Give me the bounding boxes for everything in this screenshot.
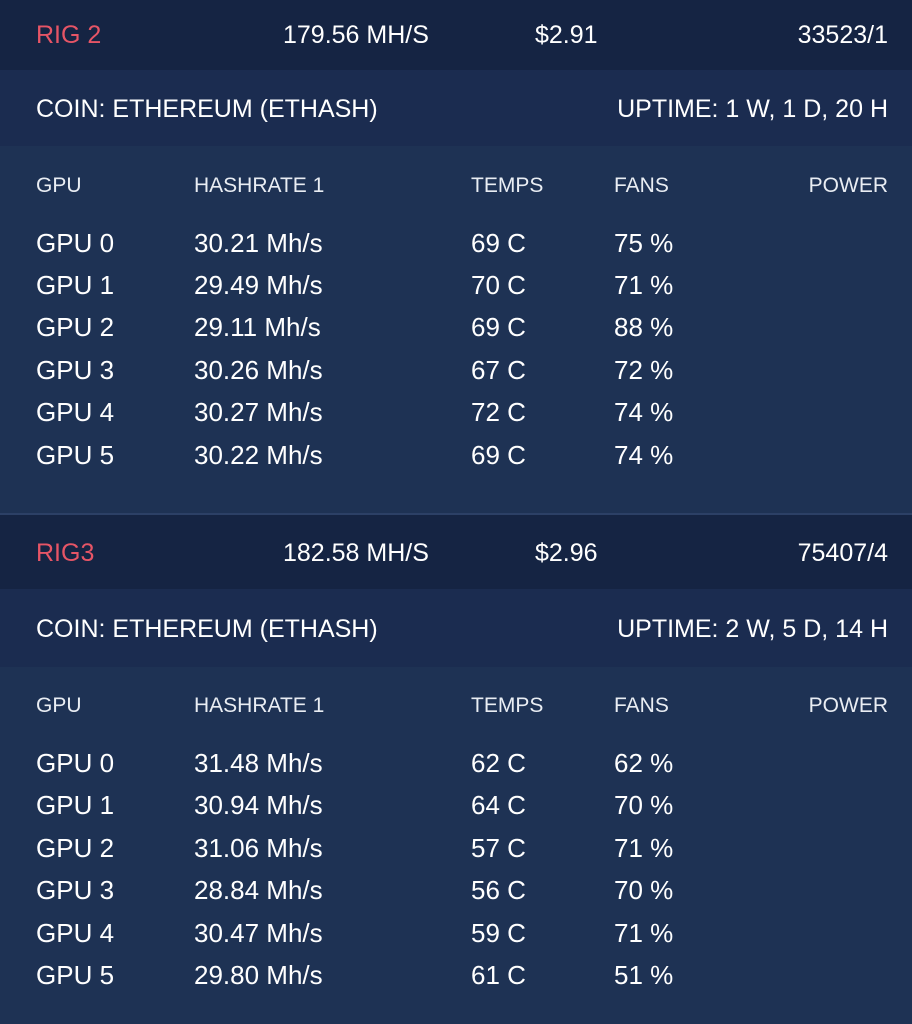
gpu-hashrate: 29.80 Mh/s [194, 960, 323, 990]
gpu-label: GPU 1 [36, 270, 115, 300]
gpu-fan: 51 % [614, 960, 674, 990]
gpu-temp: 70 C [471, 270, 526, 300]
divider [0, 513, 912, 515]
gpu-hashrate: 28.84 Mh/s [194, 875, 323, 905]
gpu-fan: 72 % [614, 355, 674, 385]
gpu-temp: 57 C [471, 833, 526, 863]
rig-card: RIG3 182.58 MH/S $2.96 75407/4 COIN: ETH… [0, 515, 912, 1024]
coin-label: COIN: ETHEREUM (ETHASH) [36, 95, 378, 123]
rig-shares: 33523/1 [797, 21, 888, 49]
gpu-fan: 75 % [614, 228, 674, 258]
gpu-temp: 69 C [471, 228, 526, 258]
gpu-fan: 62 % [614, 748, 674, 778]
rig-name: RIG3 [36, 539, 95, 567]
gpu-hashrate: 30.22 Mh/s [194, 440, 323, 470]
column-header-gpu: GPU [36, 174, 82, 197]
gpu-table: GPU HASHRATE 1 TEMPS FANS POWER GPU 0 31… [0, 667, 912, 1024]
gpu-label: GPU 5 [36, 960, 115, 990]
gpu-label: GPU 4 [36, 918, 115, 948]
gpu-fan: 71 % [614, 833, 674, 863]
column-header-temps: TEMPS [471, 694, 544, 717]
gpu-fan: 71 % [614, 918, 674, 948]
gpu-label: GPU 2 [36, 833, 115, 863]
gpu-temp: 64 C [471, 790, 526, 820]
gpu-temp: 69 C [471, 312, 526, 342]
column-header-temps: TEMPS [471, 174, 544, 197]
coin-label: COIN: ETHEREUM (ETHASH) [36, 615, 378, 643]
rig-header[interactable]: RIG3 182.58 MH/S $2.96 75407/4 [0, 515, 912, 589]
gpu-label: GPU 3 [36, 875, 115, 905]
gpu-temp: 56 C [471, 875, 526, 905]
gpu-fan: 71 % [614, 270, 674, 300]
rig-header[interactable]: RIG 2 179.56 MH/S $2.91 33523/1 [0, 0, 912, 70]
rig-coin-bar: COIN: ETHEREUM (ETHASH) UPTIME: 2 W, 5 D… [0, 589, 912, 667]
uptime-label: UPTIME: 1 W, 1 D, 20 H [617, 95, 888, 123]
rig-coin-bar: COIN: ETHEREUM (ETHASH) UPTIME: 1 W, 1 D… [0, 70, 912, 146]
rig-name: RIG 2 [36, 21, 102, 49]
gpu-hashrate: 31.06 Mh/s [194, 833, 323, 863]
gpu-fan: 88 % [614, 312, 674, 342]
uptime-label: UPTIME: 2 W, 5 D, 14 H [617, 615, 888, 643]
rig-card: RIG 2 179.56 MH/S $2.91 33523/1 COIN: ET… [0, 0, 912, 513]
gpu-hashrate: 31.48 Mh/s [194, 748, 323, 778]
gpu-temp: 59 C [471, 918, 526, 948]
gpu-fan: 70 % [614, 875, 674, 905]
gpu-label: GPU 3 [36, 355, 115, 385]
gpu-temp: 69 C [471, 440, 526, 470]
column-header-power: POWER [808, 174, 888, 197]
rig-hashrate: 179.56 MH/S [283, 21, 429, 49]
gpu-label: GPU 1 [36, 790, 115, 820]
gpu-temp: 72 C [471, 397, 526, 427]
gpu-table: GPU HASHRATE 1 TEMPS FANS POWER GPU 0 30… [0, 146, 912, 513]
rig-hashrate: 182.58 MH/S [283, 539, 429, 567]
gpu-hashrate: 30.21 Mh/s [194, 228, 323, 258]
gpu-hashrate: 30.27 Mh/s [194, 397, 323, 427]
column-header-gpu: GPU [36, 694, 82, 717]
gpu-temp: 61 C [471, 960, 526, 990]
column-header-fans: FANS [614, 174, 669, 197]
gpu-hashrate: 30.47 Mh/s [194, 918, 323, 948]
gpu-fan: 74 % [614, 397, 674, 427]
gpu-label: GPU 0 [36, 228, 115, 258]
rig-profit: $2.91 [535, 21, 598, 49]
column-header-power: POWER [808, 694, 888, 717]
gpu-label: GPU 2 [36, 312, 115, 342]
column-header-fans: FANS [614, 694, 669, 717]
column-header-hashrate: HASHRATE 1 [194, 174, 325, 197]
gpu-hashrate: 29.11 Mh/s [194, 312, 321, 342]
gpu-fan: 70 % [614, 790, 674, 820]
gpu-fan: 74 % [614, 440, 674, 470]
rig-shares: 75407/4 [797, 539, 888, 567]
gpu-label: GPU 4 [36, 397, 115, 427]
gpu-label: GPU 5 [36, 440, 115, 470]
column-header-hashrate: HASHRATE 1 [194, 694, 325, 717]
gpu-label: GPU 0 [36, 748, 115, 778]
gpu-hashrate: 30.26 Mh/s [194, 355, 323, 385]
gpu-hashrate: 29.49 Mh/s [194, 270, 323, 300]
gpu-hashrate: 30.94 Mh/s [194, 790, 323, 820]
gpu-temp: 67 C [471, 355, 526, 385]
rig-profit: $2.96 [535, 539, 598, 567]
gpu-temp: 62 C [471, 748, 526, 778]
